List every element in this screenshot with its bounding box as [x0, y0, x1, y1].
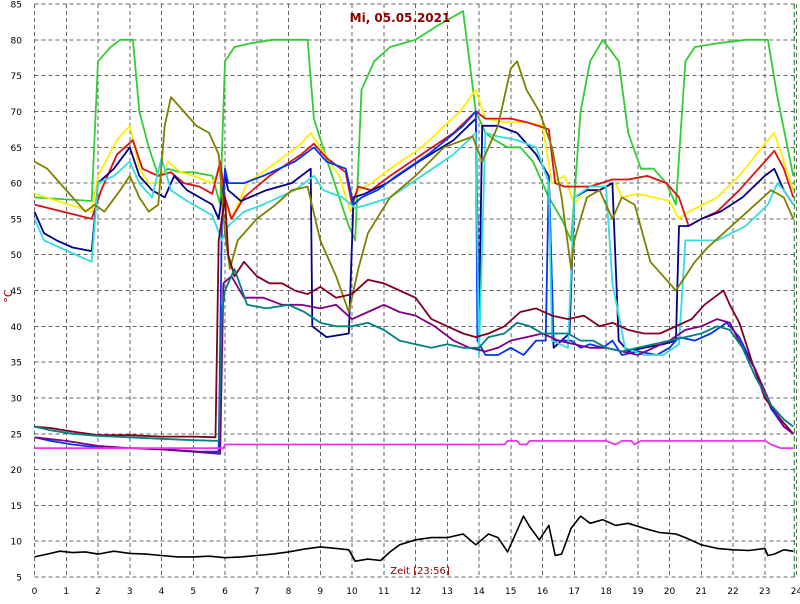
- x-tick-label: 3: [127, 587, 133, 597]
- y-tick-label: 45: [11, 287, 22, 297]
- x-tick-label: 17: [569, 587, 580, 597]
- x-tick-label: 10: [346, 587, 358, 597]
- x-tick-label: 18: [600, 587, 612, 597]
- y-tick-label: 55: [11, 215, 22, 225]
- y-tick-label: 65: [11, 144, 22, 154]
- x-tick-label: 15: [505, 587, 516, 597]
- x-tick-label: 9: [317, 587, 323, 597]
- x-tick-label: 4: [159, 587, 165, 597]
- x-tick-label: 19: [632, 587, 644, 597]
- series-line-6: [33, 131, 795, 356]
- x-tick-label: 23: [759, 587, 770, 597]
- x-tick-label: 2: [95, 587, 101, 597]
- series-line-3: [34, 110, 795, 227]
- y-tick-label: 30: [11, 394, 23, 404]
- x-tick-label: 8: [286, 587, 292, 597]
- x-tick-label: 5: [190, 587, 196, 597]
- x-tick-label: 24: [791, 587, 800, 597]
- y-tick-label: 60: [11, 180, 23, 190]
- x-tick-label: 0: [32, 587, 38, 597]
- x-tick-label: 11: [378, 587, 389, 597]
- x-tick-label: 22: [727, 587, 738, 597]
- y-tick-label: 80: [11, 36, 23, 46]
- y-tick-label: 35: [11, 359, 22, 369]
- y-tick-label: 10: [11, 538, 23, 548]
- y-tick-label: 25: [11, 430, 22, 440]
- y-axis-label: °C: [2, 289, 15, 303]
- x-tick-label: 20: [664, 587, 676, 597]
- series-line-1: [34, 10, 795, 242]
- series-line-11: [34, 439, 794, 450]
- x-tick-label: 6: [222, 587, 228, 597]
- y-tick-label: 5: [16, 574, 22, 584]
- x-axis-label: Zeit [23:56]: [390, 566, 450, 577]
- chart-title: Mi, 05.05.2021: [350, 11, 451, 25]
- series-line-2: [34, 89, 795, 220]
- y-tick-label: 85: [11, 1, 22, 11]
- x-tick-label: 7: [254, 587, 260, 597]
- x-tick-label: 13: [442, 587, 453, 597]
- series-line-8: [34, 196, 794, 439]
- series-line-10: [34, 268, 794, 442]
- x-tick-labels: 0 1 2 3 4 5 6 7 8 9 10 11 12 13 14 15 16 17 18 19 20 21 22 23 24: [32, 587, 800, 597]
- y-tick-label: 40: [11, 323, 23, 333]
- series-lines: [33, 10, 795, 563]
- y-tick-label: 75: [11, 72, 22, 82]
- x-tick-label: 16: [537, 587, 549, 597]
- series-line-7: [34, 60, 795, 313]
- x-tick-label: 14: [473, 587, 485, 597]
- y-tick-label: 70: [11, 108, 23, 118]
- y-tick-label: 15: [11, 502, 22, 512]
- grid-lines: [34, 3, 797, 578]
- y-tick-labels: 5 10 15 20 25 30 35 40 45 50 55 60 65 70 75 80 85: [11, 1, 23, 584]
- series-line-12: [34, 515, 794, 563]
- y-tick-label: 20: [11, 466, 23, 476]
- x-tick-label: 21: [696, 587, 707, 597]
- x-tick-label: 12: [410, 587, 421, 597]
- x-tick-label: 1: [63, 587, 69, 597]
- y-tick-label: 50: [11, 251, 23, 261]
